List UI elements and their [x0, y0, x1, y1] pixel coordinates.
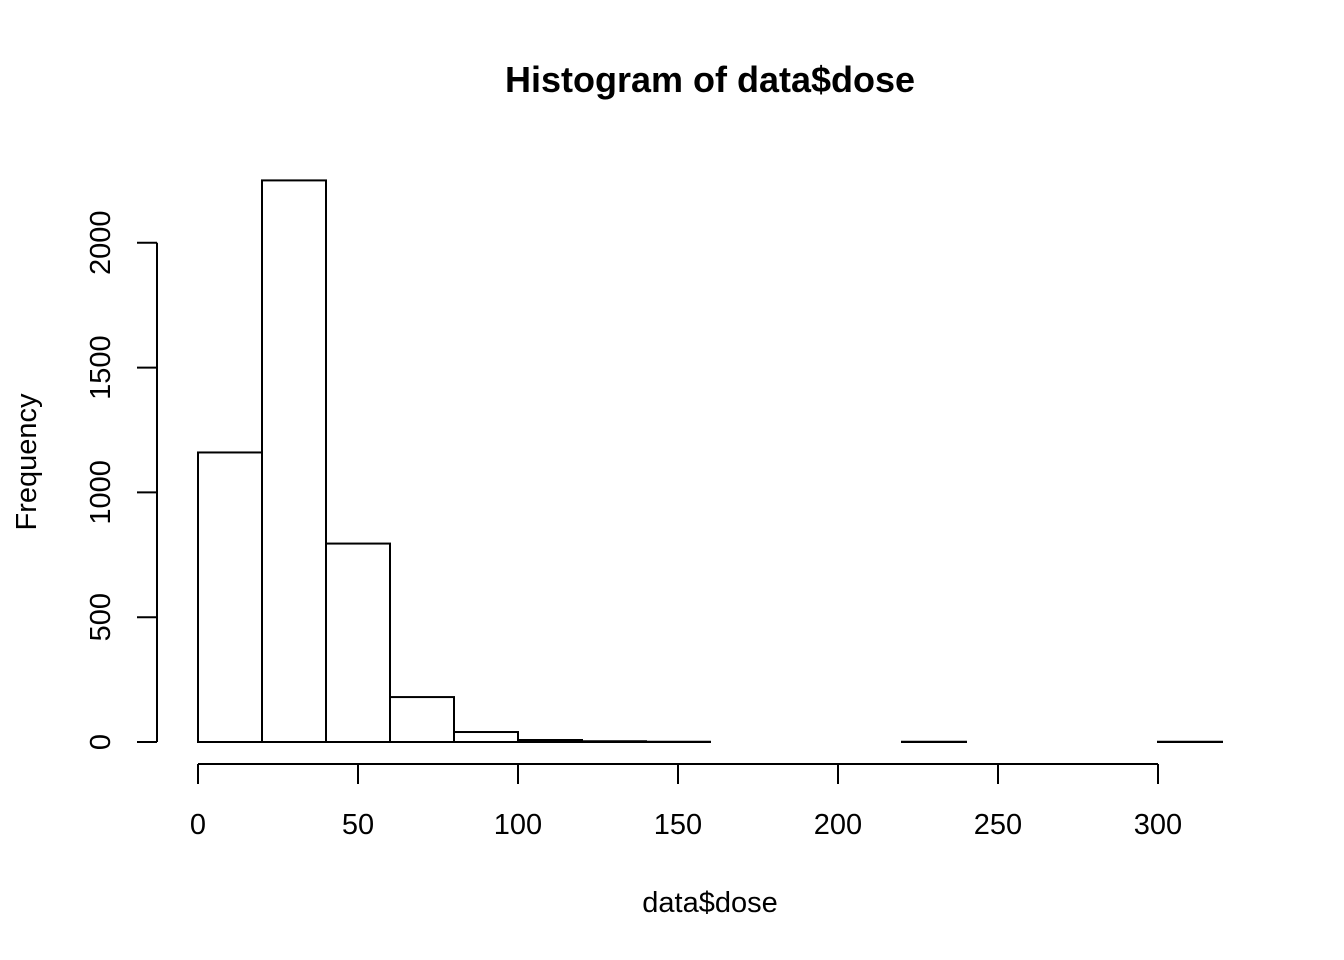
histogram-bar-2 — [325, 542, 391, 743]
chart-title: Histogram of data$dose — [505, 59, 915, 100]
x-axis: 0 50 100 150 200 250 300 — [190, 763, 1182, 841]
y-tick-label: 0 — [85, 734, 117, 750]
bars-group — [197, 179, 1223, 744]
y-tick-label: 500 — [85, 593, 117, 641]
x-tick-label: 300 — [1134, 809, 1182, 841]
x-axis-label: data$dose — [642, 887, 777, 919]
y-axis-label: Frequency — [11, 393, 43, 531]
histogram-bar-0 — [197, 451, 263, 743]
histogram-bar-5 — [517, 739, 583, 743]
histogram-bar-1 — [261, 179, 327, 743]
y-tick-label: 1000 — [85, 460, 117, 525]
y-tick-label: 1500 — [85, 335, 117, 400]
x-tick-label: 200 — [814, 809, 862, 841]
x-tick-label: 0 — [190, 809, 206, 841]
x-tick-label: 100 — [494, 809, 542, 841]
x-tick-label: 50 — [342, 809, 374, 841]
y-axis: 0 500 1000 1500 2000 — [85, 211, 158, 750]
histogram-bar-4 — [453, 731, 519, 743]
histogram-bar-3 — [389, 696, 455, 744]
x-tick-label: 150 — [654, 809, 702, 841]
histogram-bar-6 — [581, 740, 647, 744]
y-tick-label: 2000 — [85, 211, 117, 276]
x-tick-label: 250 — [974, 809, 1022, 841]
